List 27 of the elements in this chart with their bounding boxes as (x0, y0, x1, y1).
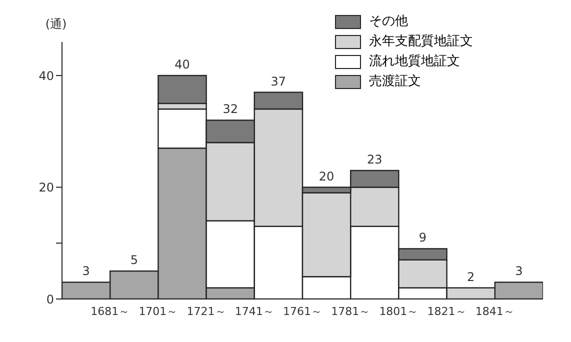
x-tick-label: 1821～ (427, 304, 466, 318)
y-tick-label: 40 (38, 68, 54, 83)
x-tick-label: 1741～ (234, 304, 274, 318)
total-label: 5 (130, 253, 138, 268)
total-label: 2 (467, 270, 475, 284)
total-label: 3 (82, 264, 90, 278)
x-tick-label: 1781～ (331, 304, 370, 318)
y-tick-label: 0 (46, 292, 54, 306)
legend-label: その他 (369, 13, 408, 31)
total-label: 20 (318, 169, 334, 184)
x-tick-label: 1721～ (186, 304, 226, 318)
y-tick-label: 20 (38, 180, 54, 195)
total-label: 32 (222, 102, 238, 116)
total-label: 9 (418, 230, 427, 245)
legend-label: 売渡証文 (369, 73, 421, 91)
y-axis-title: (通) (45, 17, 67, 31)
x-tick-label: 1681～ (90, 304, 130, 318)
x-tick-label: 1701～ (138, 304, 178, 318)
total-label: 23 (367, 152, 382, 166)
legend-label: 流れ地質地証文 (369, 53, 460, 71)
x-tick-label: 1801～ (379, 304, 418, 318)
x-tick-label: 1761～ (283, 304, 322, 318)
total-label: 3 (515, 264, 523, 278)
total-label: 40 (174, 58, 190, 72)
legend-label: 永年支配質地証文 (369, 33, 473, 51)
total-label: 37 (270, 74, 286, 88)
x-tick-label: 1841～ (475, 304, 514, 318)
